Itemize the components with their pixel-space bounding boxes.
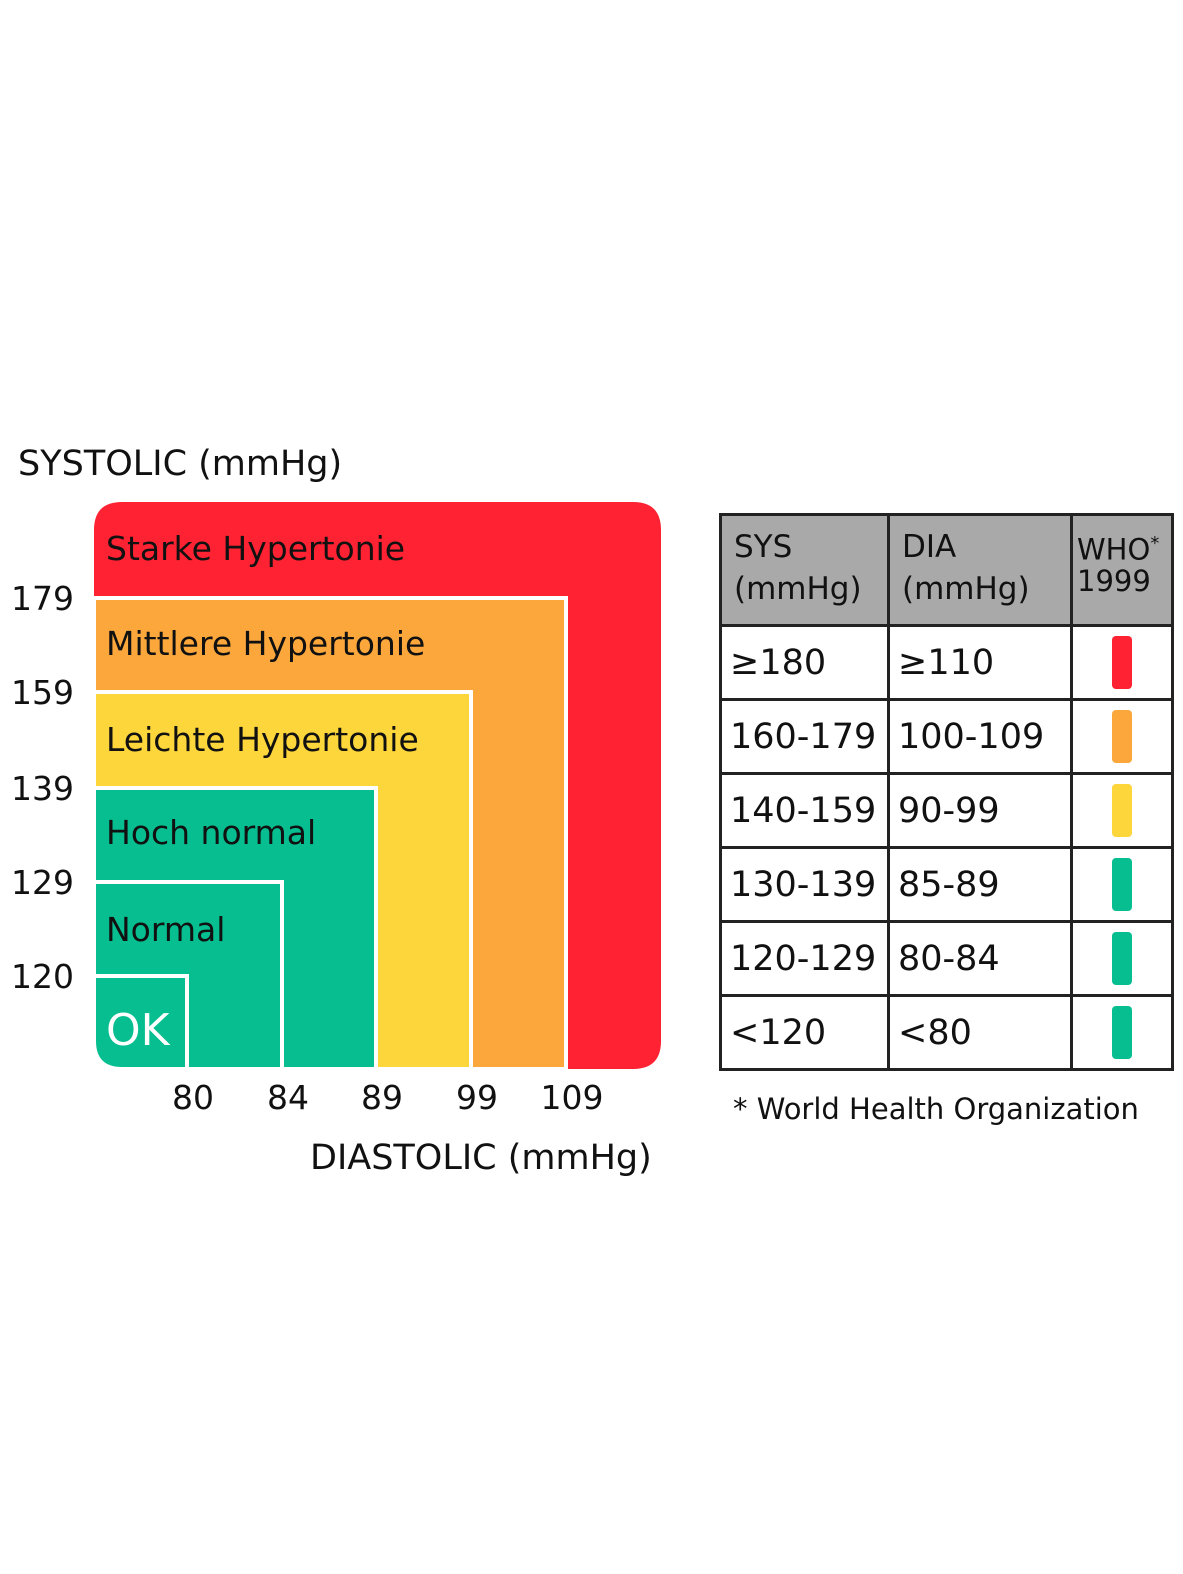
dia-cell: 90-99	[887, 772, 1073, 849]
header-who: WHO* 1999	[1070, 513, 1174, 627]
dia-cell: 100-109	[887, 698, 1073, 775]
zone-ok	[92, 974, 189, 1071]
sys-cell: 120-129	[719, 920, 890, 997]
zone-label-starke-hypertonie: Starke Hypertonie	[106, 529, 405, 568]
color-swatch	[1112, 636, 1132, 689]
table-row: <120 <80	[719, 994, 1174, 1071]
x-tick-label: 109	[541, 1078, 604, 1117]
table-row: ≥180 ≥110	[719, 624, 1174, 701]
sys-cell: 140-159	[719, 772, 890, 849]
header-sys: SYS (mmHg)	[719, 513, 890, 627]
y-tick-label: 159	[11, 673, 74, 712]
x-tick-label: 89	[361, 1078, 403, 1117]
x-tick-label: 99	[456, 1078, 498, 1117]
sys-cell: 130-139	[719, 846, 890, 923]
table-row: 160-179 100-109	[719, 698, 1174, 775]
sys-cell: ≥180	[719, 624, 890, 701]
y-axis-label: SYSTOLIC (mmHg)	[18, 444, 343, 484]
x-tick-label: 84	[267, 1078, 309, 1117]
header-dia: DIA (mmHg)	[887, 513, 1073, 627]
table-row: 140-159 90-99	[719, 772, 1174, 849]
dia-cell: 80-84	[887, 920, 1073, 997]
color-swatch	[1112, 858, 1132, 911]
blood-pressure-zone-chart: Starke Hypertonie Mittlere Hypertonie Leic…	[11, 502, 661, 1117]
zone-label-normal: Normal	[106, 910, 225, 949]
y-tick-label: 139	[11, 769, 74, 808]
color-swatch	[1112, 932, 1132, 985]
x-tick-label: 80	[172, 1078, 214, 1117]
y-tick-label: 129	[11, 863, 74, 902]
zone-label-leichte-hypertonie: Leichte Hypertonie	[106, 720, 419, 759]
dia-cell: <80	[887, 994, 1073, 1071]
table-header-row: SYS (mmHg) DIA (mmHg) WHO* 1999	[719, 513, 1174, 627]
footnote: * World Health Organization	[733, 1092, 1139, 1126]
table-row: 120-129 80-84	[719, 920, 1174, 997]
sys-cell: <120	[719, 994, 890, 1071]
dia-cell: ≥110	[887, 624, 1073, 701]
color-swatch	[1112, 784, 1132, 837]
x-axis-label: DIASTOLIC (mmHg)	[310, 1138, 652, 1178]
table-row: 130-139 85-89	[719, 846, 1174, 923]
dia-cell: 85-89	[887, 846, 1073, 923]
sys-cell: 160-179	[719, 698, 890, 775]
zone-label-mittlere-hypertonie: Mittlere Hypertonie	[106, 624, 425, 663]
who-classification-table: SYS (mmHg) DIA (mmHg) WHO* 1999 ≥180 ≥11…	[719, 513, 1174, 1071]
zone-label-ok: OK	[106, 1005, 171, 1056]
y-tick-label: 120	[11, 957, 74, 996]
color-swatch	[1112, 1006, 1132, 1059]
zone-label-hoch-normal: Hoch normal	[106, 813, 316, 852]
y-tick-label: 179	[11, 579, 74, 618]
color-swatch	[1112, 710, 1132, 763]
